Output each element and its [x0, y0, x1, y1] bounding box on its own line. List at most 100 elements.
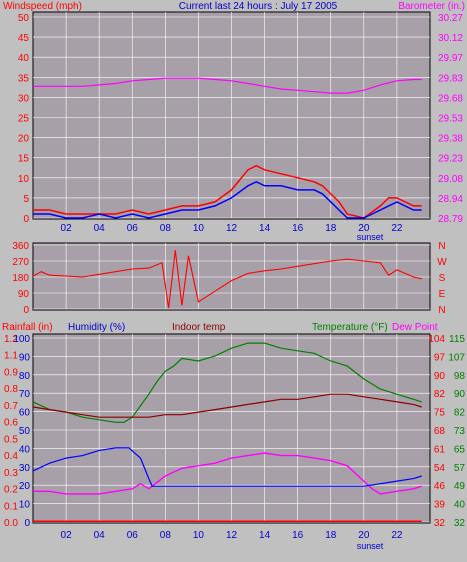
wind-baro-x-tick-labels: 02 04 06 08 10 12 14 16 18 20 22 [61, 223, 403, 234]
sunset-marker-label-top: sunset [357, 232, 384, 242]
dew-point-line [33, 452, 422, 495]
temperature-green-tick-labels: 115 107 98 90 82 73 65 57 49 40 32 [448, 334, 465, 529]
humidity-tick-label: 50 [19, 426, 31, 437]
temperature-red-tick-label: 104 [428, 334, 445, 345]
temperature-red-tick-label: 82 [434, 389, 446, 400]
rainfall-tick-label: 1.1 [4, 351, 18, 362]
x-tick-label: 12 [226, 223, 238, 234]
direction-degree-tick-label: 180 [12, 273, 29, 284]
x-tick-label: 10 [193, 223, 205, 234]
x-tick-label: 16 [292, 530, 304, 541]
windspeed-tick-label: 35 [18, 73, 30, 84]
temperature-green-tick-label: 90 [454, 389, 466, 400]
windspeed-tick-label: 5 [23, 194, 29, 205]
humidity-tick-label: 100 [13, 334, 30, 345]
temperature-red-tick-label: 68 [434, 426, 446, 437]
barometer-tick-label: 29.68 [438, 93, 463, 104]
windspeed-tick-label: 0 [23, 214, 29, 225]
temperature-red-tick-label: 46 [434, 481, 446, 492]
rainfall-tick-label: 0.7 [4, 401, 18, 412]
barometer-tick-labels: 30.27 30.12 29.97 29.83 29.68 29.53 29.38 29.23… [438, 13, 463, 225]
sunset-marker-label-bottom: sunset [357, 541, 384, 551]
rainfall-tick-label: 0.3 [4, 468, 18, 479]
chart-title: Current last 24 hours : July 17 2005 [179, 1, 338, 12]
x-tick-label: 02 [61, 530, 73, 541]
direction-degree-tick-label: 360 [12, 241, 29, 252]
x-tick-label: 06 [127, 530, 139, 541]
rainfall-tick-label: 0.2 [4, 485, 18, 496]
temperature-green-tick-label: 49 [454, 481, 466, 492]
direction-compass-tick-label: S [439, 273, 446, 284]
humidity-tick-label: 10 [19, 500, 31, 511]
barometer-tick-label: 30.27 [438, 13, 463, 24]
x-tick-label: 22 [391, 223, 403, 234]
direction-degree-tick-label: 0 [23, 305, 29, 316]
x-tick-label: 02 [61, 223, 73, 234]
x-tick-label: 12 [226, 530, 238, 541]
windspeed-tick-label: 50 [18, 13, 30, 24]
windspeed-tick-label: 40 [18, 53, 30, 64]
x-tick-label: 16 [292, 223, 304, 234]
x-tick-label: 22 [391, 530, 403, 541]
indoor-temp-title: Indoor temp [172, 322, 226, 333]
windspeed-tick-label: 20 [18, 134, 30, 145]
temperature-red-tick-label: 61 [434, 444, 446, 455]
direction-compass-tick-label: N [438, 305, 445, 316]
rainfall-tick-label: 0.6 [4, 418, 18, 429]
temperature-green-tick-label: 32 [454, 518, 466, 529]
barometer-line [33, 77, 422, 94]
barometer-tick-label: 29.08 [438, 174, 463, 185]
rainfall-tick-label: 1.2 [4, 334, 18, 345]
x-tick-label: 14 [259, 223, 271, 234]
temperature-red-tick-label: 97 [434, 352, 446, 363]
humidity-axis-title: Humidity (%) [68, 322, 125, 333]
barometer-tick-label: 30.12 [438, 33, 463, 44]
rainfall-axis-title: Rainfall (in) [2, 322, 53, 333]
barometer-tick-label: 28.94 [438, 194, 463, 205]
wind-direction-line [32, 250, 422, 309]
x-tick-label: 18 [325, 223, 337, 234]
humidity-tick-label: 0 [24, 518, 30, 529]
x-tick-label: 06 [127, 223, 139, 234]
windspeed-tick-label: 10 [18, 174, 30, 185]
temperature-green-tick-label: 73 [454, 426, 466, 437]
temperature-red-tick-label: 54 [434, 463, 446, 474]
wind-direction-series [32, 250, 422, 309]
x-tick-label: 18 [325, 530, 337, 541]
x-tick-label: 08 [160, 223, 172, 234]
barometer-tick-label: 29.23 [438, 154, 463, 165]
direction-compass-tick-label: W [437, 257, 447, 268]
temperature-green-tick-label: 65 [454, 444, 466, 455]
temperature-red-tick-label: 90 [434, 371, 446, 382]
x-tick-label: 10 [193, 530, 205, 541]
temperature-green-tick-label: 98 [454, 371, 466, 382]
x-tick-label: 04 [94, 223, 106, 234]
temperature-green-tick-label: 115 [449, 334, 465, 345]
rainfall-tick-label: 0.8 [4, 384, 18, 395]
direction-degree-tick-label: 90 [18, 289, 30, 300]
rainfall-tick-label: 0.5 [4, 434, 18, 445]
barometer-axis-title: Barometer (in.) [398, 1, 465, 12]
direction-degree-tick-label: 270 [12, 257, 29, 268]
barometer-tick-label: 29.83 [438, 73, 463, 84]
humidity-tick-label: 70 [19, 389, 31, 400]
humidity-tick-label: 30 [19, 463, 31, 474]
barometer-tick-label: 29.97 [438, 53, 463, 64]
windspeed-tick-label: 30 [18, 93, 30, 104]
humidity-tick-label: 80 [19, 371, 31, 382]
temperature-green-tick-label: 57 [454, 463, 466, 474]
x-tick-label: 08 [160, 530, 172, 541]
wind-baro-gridlines [33, 12, 430, 219]
x-tick-label: 20 [358, 530, 370, 541]
barometer-tick-label: 29.38 [438, 134, 463, 145]
climate-gridlines [33, 334, 430, 523]
wind-baro-series [33, 77, 422, 219]
rainfall-tick-label: 0.4 [4, 451, 18, 462]
temperature-green-tick-label: 82 [454, 408, 466, 419]
humidity-line [32, 447, 422, 487]
humidity-tick-label: 20 [19, 481, 31, 492]
temperature-red-tick-labels: 104 97 90 82 75 68 61 54 46 39 32 [428, 334, 445, 529]
